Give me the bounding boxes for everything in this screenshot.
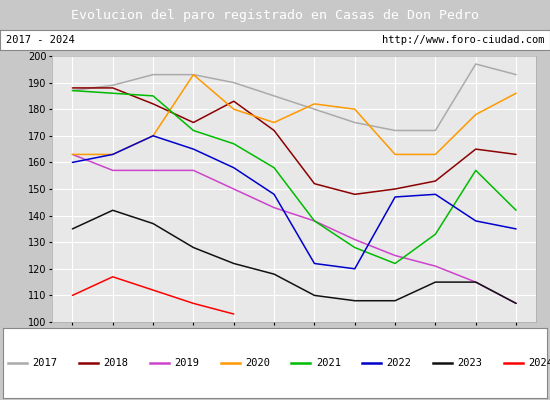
Text: 2020: 2020 bbox=[245, 358, 270, 368]
Text: http://www.foro-ciudad.com: http://www.foro-ciudad.com bbox=[382, 35, 544, 45]
Text: 2024: 2024 bbox=[528, 358, 550, 368]
Text: 2018: 2018 bbox=[103, 358, 129, 368]
Text: Evolucion del paro registrado en Casas de Don Pedro: Evolucion del paro registrado en Casas d… bbox=[71, 8, 479, 22]
Text: 2021: 2021 bbox=[316, 358, 341, 368]
Text: 2022: 2022 bbox=[387, 358, 411, 368]
Text: 2017: 2017 bbox=[32, 358, 58, 368]
Text: 2019: 2019 bbox=[174, 358, 199, 368]
Text: 2017 - 2024: 2017 - 2024 bbox=[6, 35, 74, 45]
Text: 2023: 2023 bbox=[458, 358, 482, 368]
